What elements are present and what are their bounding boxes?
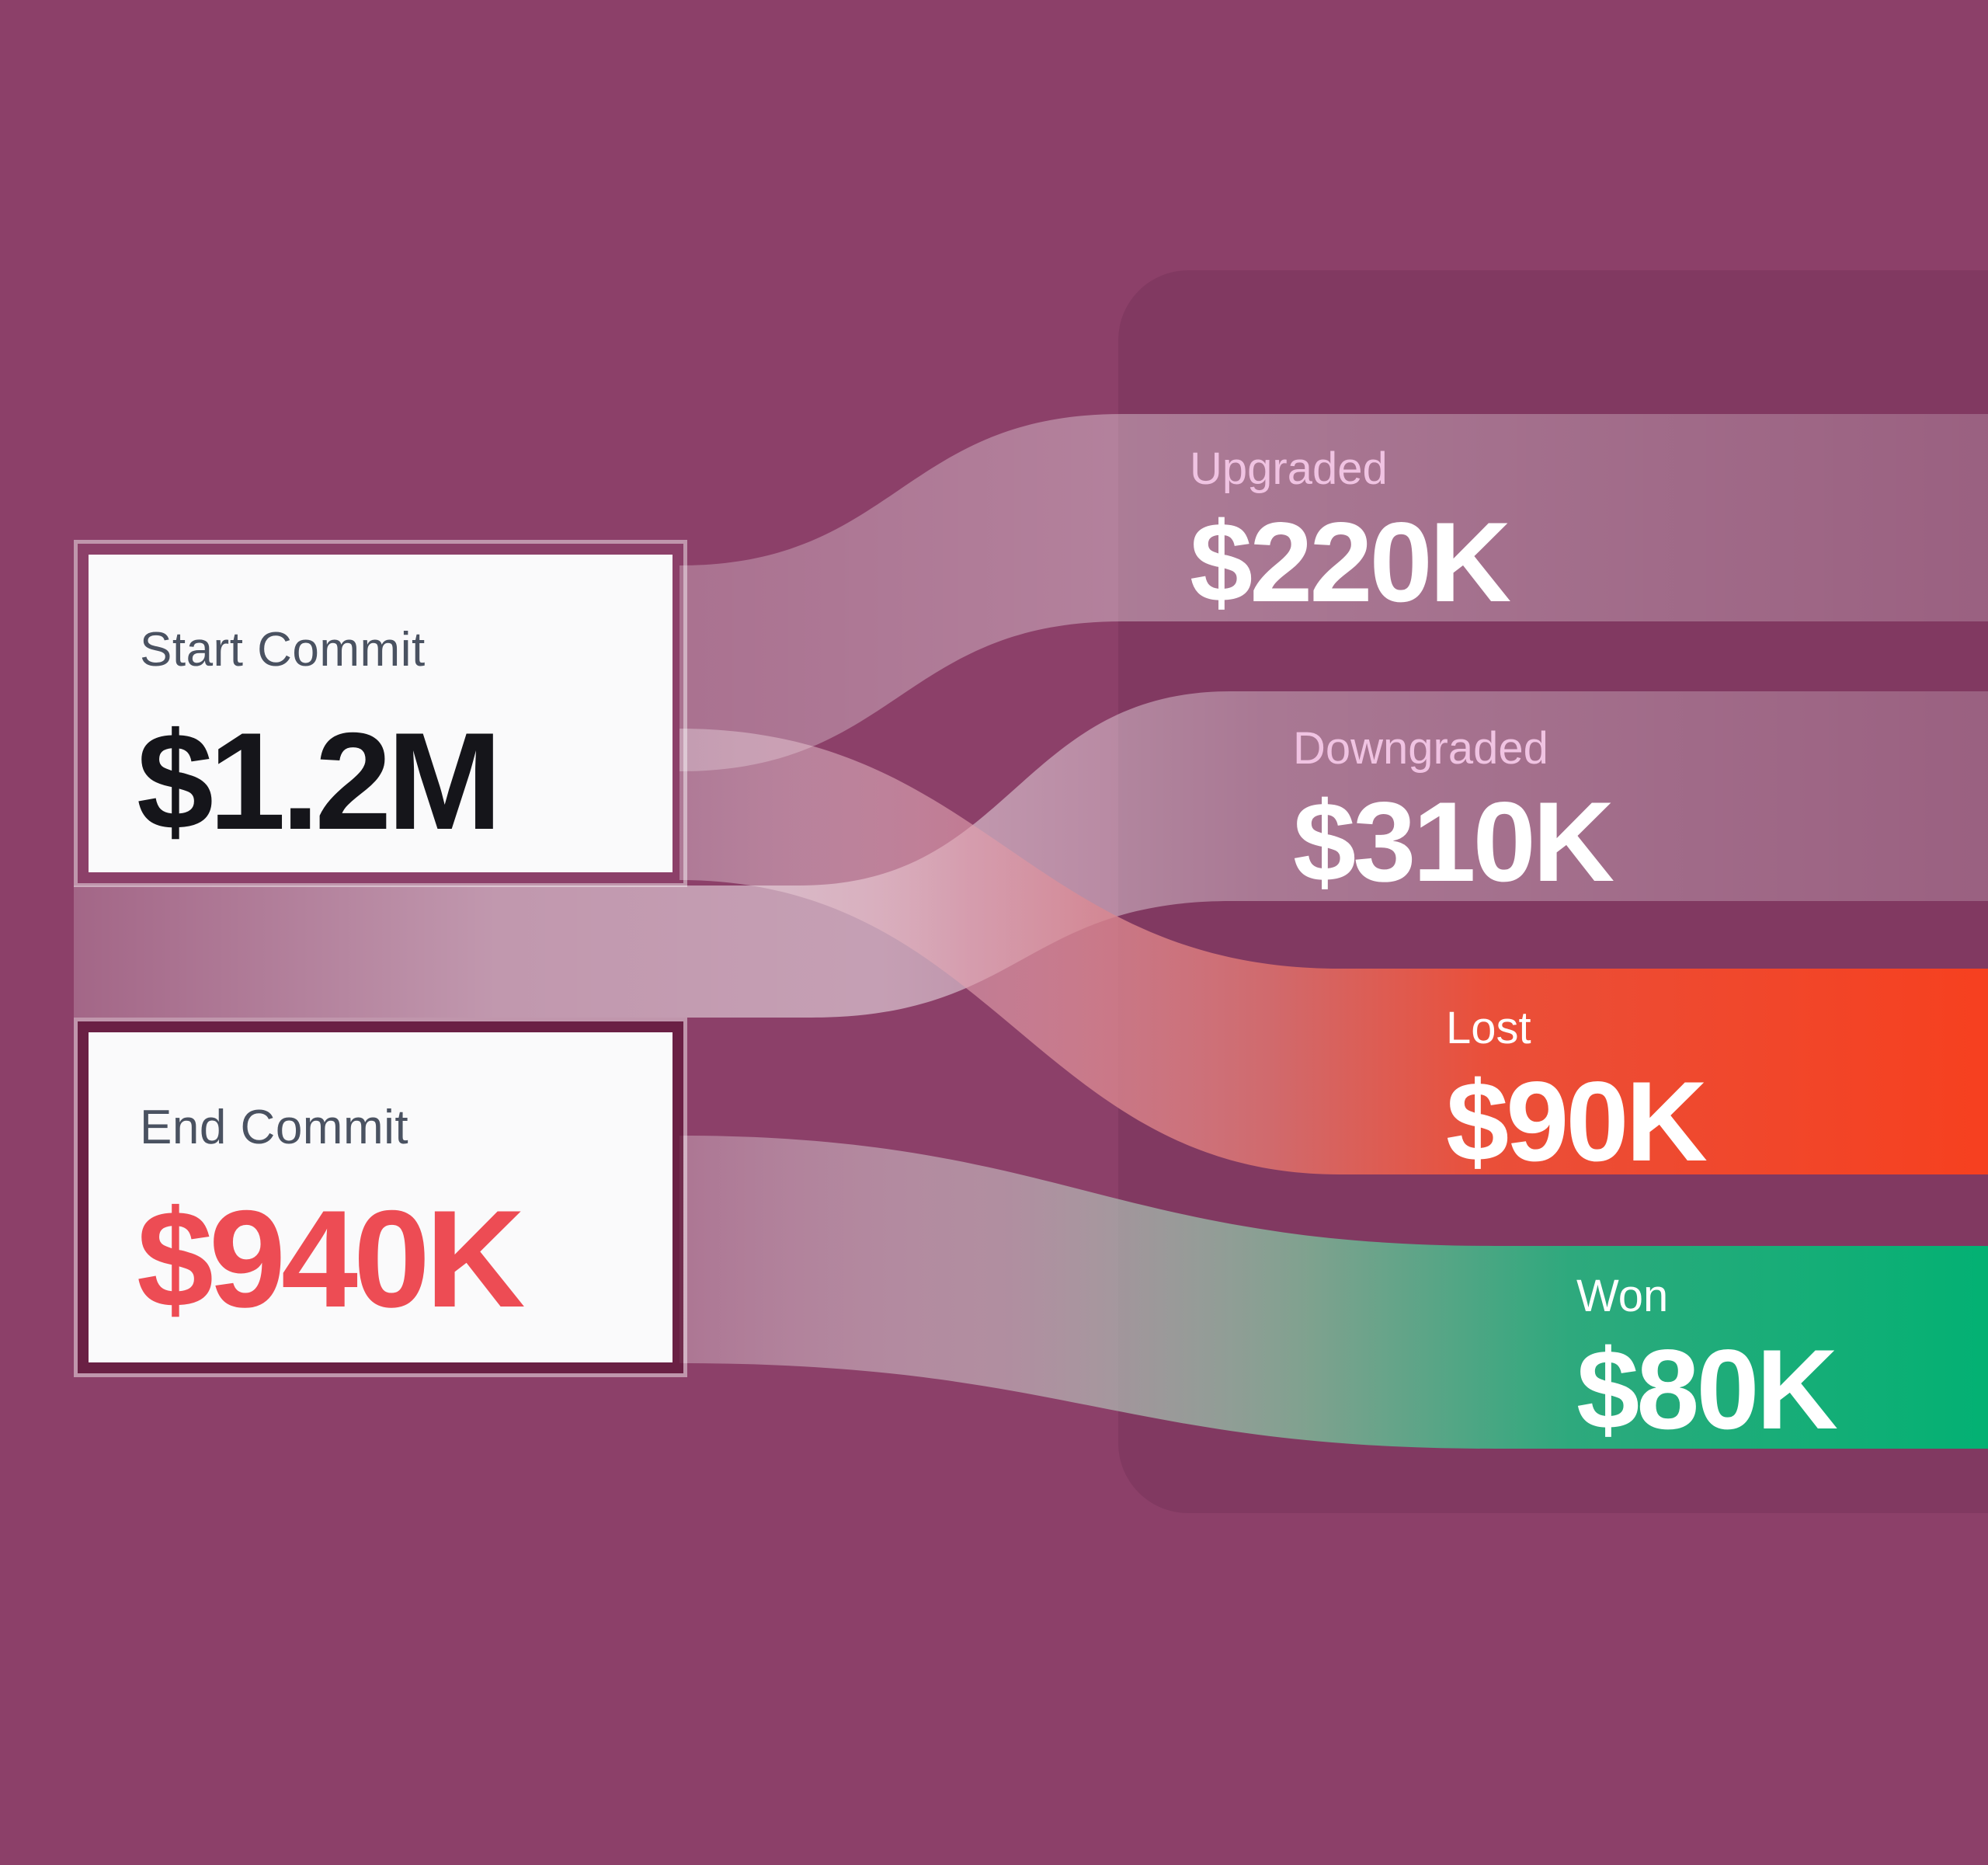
start-commit-card-surface: Start Commit $1.2M [89,555,673,872]
start-commit-label: Start Commit [140,623,426,677]
flow-tag-upgraded: Upgraded $220K [1190,444,1511,625]
upgraded-value: $220K [1190,499,1511,625]
lost-value: $90K [1446,1058,1708,1185]
start-commit-value: $1.2M [137,704,502,858]
flow-ribbon-upgraded [679,414,1988,771]
end-commit-label: End Commit [140,1101,409,1154]
downgraded-label: Downgraded [1293,723,1548,774]
flow-ribbon-won [679,1136,1988,1449]
won-label: Won [1576,1271,1669,1321]
end-commit-value: $940K [137,1181,526,1336]
upgraded-label: Upgraded [1190,444,1388,494]
end-commit-card-surface: End Commit $940K [89,1032,673,1362]
won-value: $80K [1576,1326,1838,1453]
flow-tag-won: Won $80K [1576,1271,1838,1453]
downgraded-value: $310K [1293,778,1614,905]
flow-tag-downgraded: Downgraded $310K [1293,723,1614,905]
flow-tag-lost: Lost $90K [1446,1003,1708,1185]
flow-ribbon-lost [679,729,1988,1174]
lost-label: Lost [1446,1003,1531,1053]
end-commit-card: End Commit $940K [74,1018,687,1377]
flow-ribbon-downgraded [74,691,1988,1018]
start-commit-card: Start Commit $1.2M [74,540,687,887]
